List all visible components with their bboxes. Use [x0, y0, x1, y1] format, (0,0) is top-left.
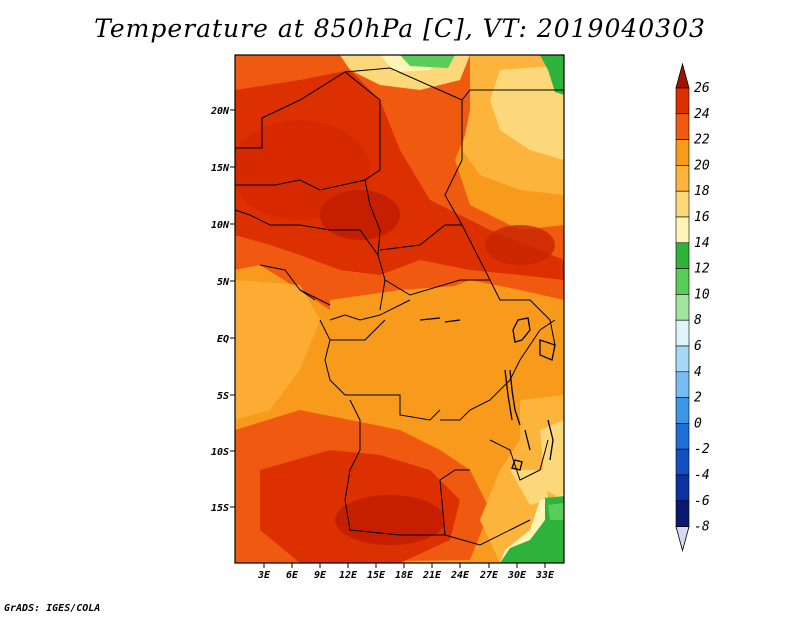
- colorbar-level-label: 6: [694, 339, 702, 354]
- lon-label: 27E: [479, 570, 499, 581]
- lon-axis: [263, 563, 546, 568]
- lat-label: 10S: [211, 447, 229, 458]
- colorbar-level-label: 26: [694, 81, 710, 96]
- colorbar-segment: [675, 87, 690, 115]
- lon-label: 6E: [286, 570, 299, 581]
- lat-label: 15N: [211, 163, 230, 174]
- lon-label: 12E: [339, 570, 358, 581]
- colorbar-segment: [675, 216, 690, 244]
- country-borders: [235, 67, 564, 546]
- colorbar-segment: [675, 165, 690, 192]
- colorbar-level-label: 10: [694, 287, 710, 302]
- lon-label: 9E: [314, 570, 327, 581]
- colorbar-top-arrow: [675, 62, 690, 89]
- lon-label: 24E: [450, 570, 470, 581]
- colorbar-segment: [675, 371, 690, 398]
- colorbar-level-label: -4: [694, 468, 710, 483]
- colorbar-level-label: 12: [694, 262, 710, 277]
- colorbar-level-label: 4: [694, 365, 702, 380]
- lon-label: 33E: [535, 570, 555, 581]
- colorbar-segment: [675, 345, 690, 373]
- lon-label: 30E: [507, 570, 527, 581]
- colorbar-level-label: 8: [694, 313, 702, 328]
- colorbar-level-label: -6: [694, 494, 710, 509]
- lat-label: 20N: [210, 106, 230, 117]
- lon-label: 15E: [367, 570, 386, 581]
- chart-title: Temperature at 850hPa [C], VT: 201904030…: [94, 14, 706, 43]
- colorbar-segment: [675, 139, 690, 166]
- lat-label: EQ: [217, 334, 229, 345]
- lat-label: 10N: [211, 220, 230, 231]
- colorbar-segment: [675, 448, 690, 476]
- grads-credit: GrADS: IGES/COLA: [4, 603, 101, 614]
- colorbar-segment: [675, 113, 690, 140]
- colorbar-level-label: -2: [694, 442, 710, 457]
- lat-axis: [230, 109, 235, 508]
- colorbar-segment: [675, 190, 690, 218]
- lon-label: 3E: [257, 570, 271, 581]
- colorbar-level-label: 22: [694, 133, 710, 148]
- colorbar-segment: [675, 242, 690, 269]
- lon-labels: 3E 6E 9E 12E 15E 18E 21E 24E 27E 30E 33E: [257, 570, 555, 581]
- lat-label: 15S: [211, 503, 229, 514]
- colorbar-segment: [675, 500, 690, 527]
- lat-label: 5S: [217, 391, 229, 402]
- colorbar-segment: [675, 397, 690, 424]
- colorbar-level-label: 14: [694, 236, 710, 251]
- colorbar-level-label: 2: [694, 391, 702, 406]
- temperature-field: [235, 55, 564, 563]
- colorbar-segment: [675, 319, 690, 347]
- colorbar-segment: [675, 423, 690, 450]
- colorbar-segment: [675, 294, 690, 321]
- map-frame: [234, 54, 565, 564]
- lakes: [419, 317, 556, 471]
- lat-labels: 20N 15N 10N 5N EQ 5S 10S 15S: [210, 106, 230, 514]
- colorbar-level-label: 18: [694, 184, 710, 199]
- colorbar-level-label: 0: [694, 416, 702, 431]
- colorbar-segment: [675, 474, 690, 502]
- colorbar-bottom-arrow: [675, 526, 690, 553]
- colorbar-level-label: 16: [694, 210, 710, 225]
- lat-label: 5N: [217, 277, 230, 288]
- colorbar-level-label: 20: [694, 158, 710, 173]
- lon-label: 21E: [422, 570, 442, 581]
- colorbar-level-label: -8: [694, 520, 710, 535]
- lon-label: 18E: [395, 570, 414, 581]
- colorbar-segment: [675, 268, 690, 295]
- colorbar-level-label: 24: [694, 107, 710, 122]
